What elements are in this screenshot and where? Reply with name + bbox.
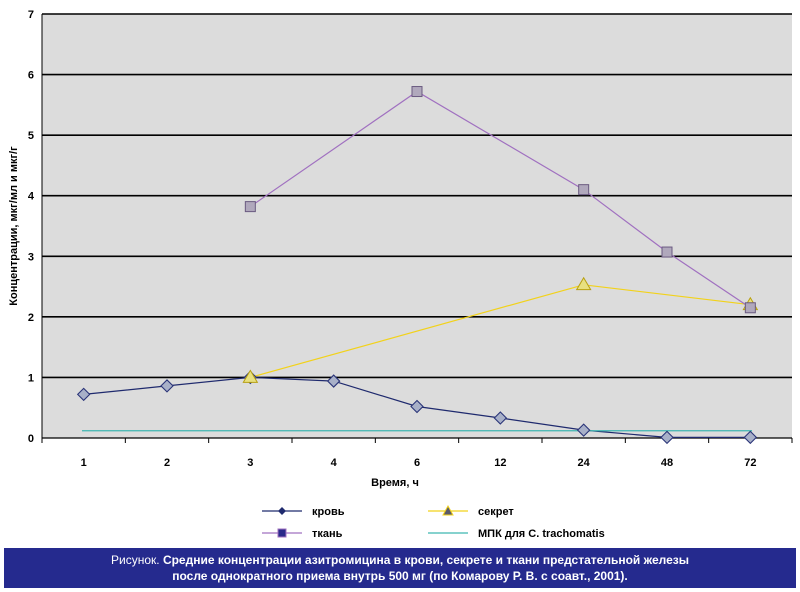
data-point-diamond-6 <box>410 399 424 414</box>
legend-marker-2 <box>277 528 287 538</box>
x-tick-label-3: 3 <box>247 457 253 469</box>
data-point-diamond-2 <box>160 379 174 393</box>
x-tick-label-12: 12 <box>494 457 506 469</box>
data-point-square-6 <box>411 86 423 98</box>
x-tick-label-24: 24 <box>578 457 591 469</box>
legend-label-2: ткань <box>312 528 343 540</box>
legend-marker-1 <box>442 504 454 516</box>
x-tick-label-72: 72 <box>744 457 756 469</box>
data-point-diamond-48 <box>660 430 674 445</box>
y-axis-title: Концентрации, мкг/мл и мкг/г <box>8 146 20 306</box>
legend-marker-0 <box>278 507 286 515</box>
grid-lines <box>42 13 792 379</box>
data-point-diamond-4 <box>326 374 341 388</box>
caption-lead: Рисунок. <box>111 553 160 567</box>
x-tick-label-1: 1 <box>81 457 87 469</box>
y-tick-label-4: 4 <box>28 191 35 203</box>
data-point-square-72 <box>744 302 756 314</box>
x-axis-title: Время, ч <box>371 477 419 489</box>
figure-caption: Рисунок. Средние концентрации азитромици… <box>4 548 796 588</box>
caption-text-1: Средние концентрации азитромицина в кров… <box>162 553 689 567</box>
data-point-diamond-72 <box>743 430 758 445</box>
series-markers <box>76 86 759 445</box>
data-point-diamond-12 <box>493 411 508 425</box>
data-point-square-24 <box>578 184 590 196</box>
y-tick-label-2: 2 <box>28 312 34 324</box>
data-point-diamond-24 <box>576 423 591 437</box>
x-tick-label-2: 2 <box>164 457 170 469</box>
y-tick-label-7: 7 <box>28 9 34 21</box>
legend-label-0: кровь <box>312 506 345 518</box>
legend-label-1: секрет <box>478 506 514 518</box>
y-tick-label-1: 1 <box>28 372 34 384</box>
data-point-triangle-24 <box>575 276 592 291</box>
data-point-square-3 <box>244 201 256 213</box>
y-tick-label-6: 6 <box>28 70 34 82</box>
legend: кровь секрет ткань МПК для C. trachomatis <box>262 504 605 540</box>
caption-line-1: Рисунок. Средние концентрации азитромици… <box>4 552 796 568</box>
y-tick-label-3: 3 <box>28 251 34 263</box>
caption-line-2: после однократного приема внутрь 500 мг … <box>172 569 628 583</box>
plot-area <box>42 14 792 438</box>
x-tick-label-4: 4 <box>331 457 338 469</box>
legend-label-3: МПК для C. trachomatis <box>478 528 605 540</box>
data-point-diamond-1 <box>76 387 91 402</box>
x-tick-label-48: 48 <box>661 457 673 469</box>
y-tick-label-0: 0 <box>28 433 34 445</box>
y-tick-label-5: 5 <box>28 130 34 142</box>
data-point-square-48 <box>661 246 673 258</box>
data-point-triangle-3 <box>242 369 259 383</box>
x-tick-label-6: 6 <box>414 457 420 469</box>
